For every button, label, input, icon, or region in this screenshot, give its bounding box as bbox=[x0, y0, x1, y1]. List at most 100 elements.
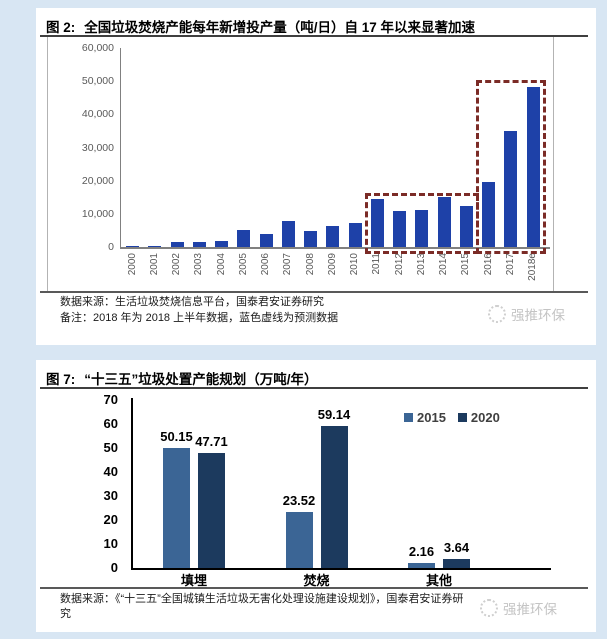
legend-label-2020: 2020 bbox=[470, 410, 500, 425]
x-axis-tick-label: 焚烧 bbox=[303, 573, 330, 588]
bar bbox=[285, 511, 313, 568]
x-axis-tick-label: 2016 bbox=[482, 253, 494, 276]
figure2-title: 图 2: 全国垃圾焚烧产能每年新增投产量（吨/日）自 17 年以来显著加速 bbox=[46, 16, 475, 36]
bar bbox=[126, 245, 139, 247]
bar bbox=[198, 453, 225, 568]
y-axis-tick-label: 20,000 bbox=[81, 174, 114, 187]
y-axis-tick-label: 30,000 bbox=[81, 141, 114, 154]
x-axis-tick-label: 2009 bbox=[326, 253, 338, 276]
bar bbox=[415, 209, 429, 247]
y-axis-tick-label: 10,000 bbox=[81, 207, 114, 220]
figure7-legend: 2015 2020 bbox=[404, 410, 500, 425]
figure2-note: 备注：2018 年为 2018 上半年数据，蓝色虚线为预测数据 bbox=[60, 312, 339, 324]
bar bbox=[370, 198, 384, 247]
bar bbox=[320, 426, 348, 568]
bar-value-label: 3.64 bbox=[443, 540, 470, 556]
y-axis-tick-label: 60 bbox=[103, 416, 118, 431]
highlight-box bbox=[364, 192, 479, 254]
bar bbox=[237, 230, 251, 247]
y-axis-tick-label: 0 bbox=[108, 241, 114, 253]
legend-item-2015: 2015 bbox=[404, 410, 446, 425]
figure2-frame-left bbox=[47, 37, 48, 291]
x-axis-tick-label: 2013 bbox=[415, 253, 427, 276]
x-axis-tick-label: 2012 bbox=[393, 253, 405, 276]
bar bbox=[459, 205, 473, 247]
bar bbox=[259, 233, 273, 247]
x-axis-tick-label: 2008 bbox=[304, 253, 316, 276]
figure2-frame-right bbox=[553, 37, 554, 291]
x-axis-tick-label: 2010 bbox=[349, 253, 360, 276]
figure2-source: 数据来源：生活垃圾焚烧信息平台，国泰君安证券研究 bbox=[60, 296, 324, 308]
highlight-box bbox=[476, 79, 546, 254]
x-axis-tick-label: 2014 bbox=[438, 253, 449, 276]
bar bbox=[163, 447, 190, 568]
y-axis-tick-label: 10 bbox=[103, 536, 118, 551]
x-axis-line bbox=[120, 247, 550, 249]
x-axis-tick-label: 2011 bbox=[371, 253, 383, 275]
x-axis-tick-label: 2001 bbox=[148, 253, 160, 276]
y-axis-tick-label: 70 bbox=[103, 392, 118, 407]
x-axis-tick-label: 2017 bbox=[504, 253, 516, 276]
bar bbox=[148, 245, 162, 247]
figure7-title-underline bbox=[40, 387, 588, 389]
x-axis-tick-label: 2003 bbox=[193, 253, 205, 276]
figure2-bottom-line bbox=[40, 291, 588, 293]
y-axis-tick-label: 30 bbox=[103, 488, 118, 503]
y-axis-tick-label: 40,000 bbox=[81, 108, 114, 121]
x-axis-tick-label: 2000 bbox=[126, 253, 138, 276]
bar bbox=[408, 562, 435, 568]
bar bbox=[170, 241, 184, 247]
bar bbox=[443, 559, 470, 568]
watermark: 强推环保 bbox=[480, 598, 557, 618]
x-axis-tick-label: 其他 bbox=[425, 573, 452, 588]
watermark-text: 强推环保 bbox=[503, 602, 557, 617]
legend-item-2020: 2020 bbox=[457, 410, 500, 425]
figure2-label: 图 2: bbox=[46, 20, 76, 35]
x-axis-line bbox=[131, 568, 551, 570]
bar-value-label: 2.16 bbox=[408, 543, 435, 559]
legend-label-2015: 2015 bbox=[417, 410, 446, 425]
y-axis-line bbox=[131, 398, 133, 568]
bar bbox=[192, 242, 206, 247]
bar-value-label: 47.71 bbox=[195, 434, 228, 450]
x-axis-tick-label: 2005 bbox=[237, 253, 249, 276]
x-axis-tick-label: 2018e bbox=[527, 253, 538, 281]
figure7-chart: 0 10 20 30 40 50 60 70 50.15 47.71 填埋 23.52 59.14 焚烧 2… bbox=[36, 360, 596, 632]
legend-swatch-2020 bbox=[457, 413, 467, 422]
y-axis-tick-label: 50,000 bbox=[81, 75, 114, 88]
bar bbox=[482, 181, 495, 247]
bar-value-label: 59.14 bbox=[317, 407, 351, 423]
y-axis-tick-label: 20 bbox=[103, 512, 118, 527]
figure2-title-text: 全国垃圾焚烧产能每年新增投产量（吨/日）自 17 年以来显著加速 bbox=[84, 20, 476, 35]
bar bbox=[326, 226, 340, 247]
figure7-title: 图 7: “十三五”垃圾处置产能规划（万吨/年） bbox=[46, 368, 318, 388]
x-axis-tick-label: 2004 bbox=[215, 253, 227, 276]
figure7-source-line1: 数据来源：《“十三五”全国城镇生活垃圾无害化处理设施建设规划》，国泰君安证券研 bbox=[60, 593, 464, 605]
bar bbox=[437, 197, 451, 247]
watermark: 强推环保 bbox=[488, 304, 565, 324]
figure7-card: 图 7: “十三五”垃圾处置产能规划（万吨/年） 0 10 20 30 40 50 60 70 5… bbox=[36, 360, 596, 632]
bar-value-label: 50.15 bbox=[160, 428, 193, 444]
bar bbox=[393, 211, 406, 247]
y-axis-tick-label: 50 bbox=[103, 440, 118, 455]
x-axis-tick-label: 2002 bbox=[171, 253, 182, 276]
bar bbox=[526, 86, 540, 247]
watermark-logo-icon bbox=[488, 305, 506, 323]
watermark-text: 强推环保 bbox=[511, 308, 565, 323]
figure7-bottom-line bbox=[40, 587, 588, 589]
bar bbox=[215, 240, 228, 247]
x-axis-tick-label: 2006 bbox=[260, 253, 271, 276]
figure2-chart: 0 10,000 20,000 30,000 40,000 50,000 60,000 200… bbox=[36, 8, 596, 345]
figure2-title-underline bbox=[40, 35, 588, 37]
bar-value-label: 23.52 bbox=[282, 492, 316, 508]
y-axis-tick-label: 40 bbox=[103, 464, 118, 479]
figure7-source-line2: 究 bbox=[60, 608, 71, 620]
bar bbox=[504, 130, 518, 247]
x-axis-tick-label: 2007 bbox=[282, 253, 294, 276]
bar bbox=[348, 223, 362, 247]
figure2-card: 图 2: 全国垃圾焚烧产能每年新增投产量（吨/日）自 17 年以来显著加速 0 10… bbox=[36, 8, 596, 345]
legend-swatch-2015 bbox=[404, 413, 413, 422]
bar bbox=[281, 221, 295, 247]
watermark-logo-icon bbox=[480, 599, 498, 617]
